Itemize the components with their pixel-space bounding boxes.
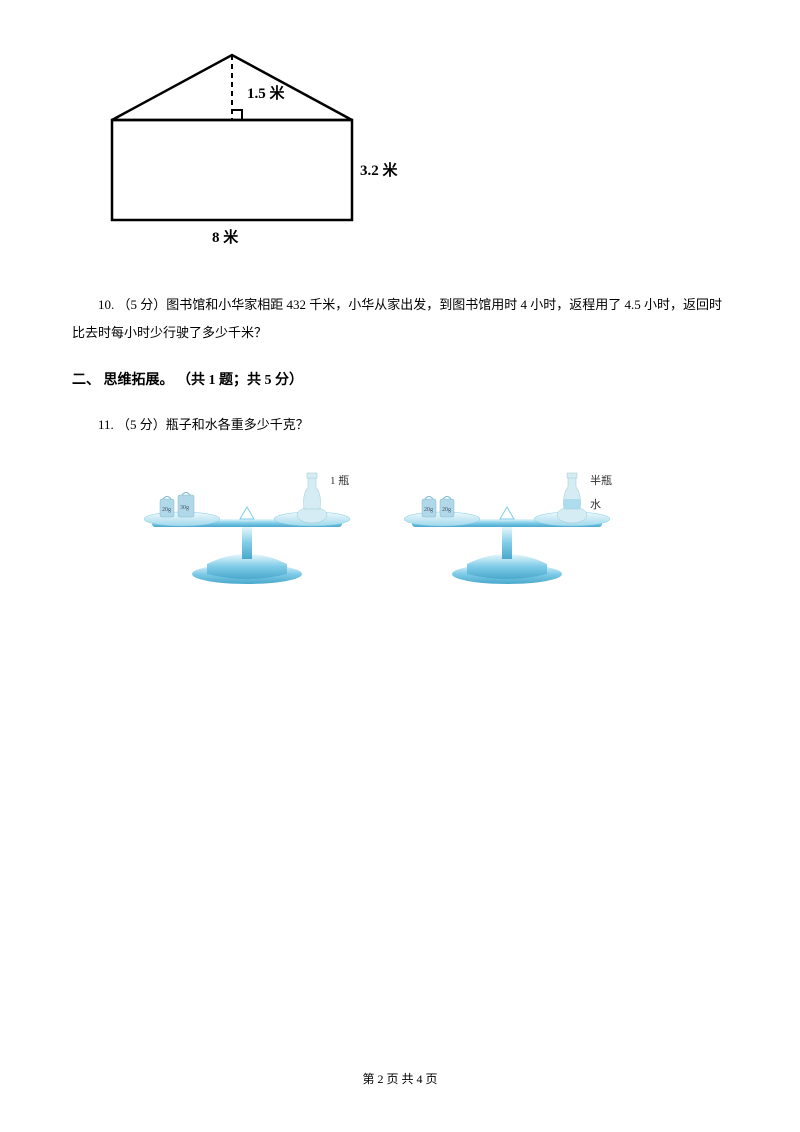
section-2-title: 二、 思维拓展。 （共 1 题；共 5 分） — [72, 366, 728, 397]
svg-text:30g: 30g — [180, 505, 189, 511]
scale-right-label: 半瓶水 — [590, 469, 622, 517]
question-11: 11. （5 分）瓶子和水各重多少千克？ — [72, 411, 728, 440]
svg-text:20g: 20g — [442, 507, 451, 513]
scale-left: 20g 30g 1 瓶 — [132, 459, 362, 600]
rect-width-label: 8 米 — [212, 228, 239, 246]
question-10: 10. （5 分）图书馆和小华家相距 432 千米，小华从家出发，到图书馆用时 … — [72, 291, 728, 348]
house-diagram: 1.5 米 3.2 米 8 米 — [102, 50, 728, 261]
rect-height-label: 3.2 米 — [360, 161, 399, 179]
page-footer: 第 2 页 共 4 页 — [0, 1066, 800, 1092]
svg-text:20g: 20g — [424, 507, 433, 513]
svg-text:20g: 20g — [162, 507, 171, 513]
triangle-height-label: 1.5 米 — [247, 84, 286, 102]
scale-left-label: 1 瓶 — [330, 469, 349, 493]
scale-right: 20g 20g 半瓶水 — [392, 459, 622, 600]
scales-container: 20g 30g 1 瓶 — [132, 459, 728, 600]
